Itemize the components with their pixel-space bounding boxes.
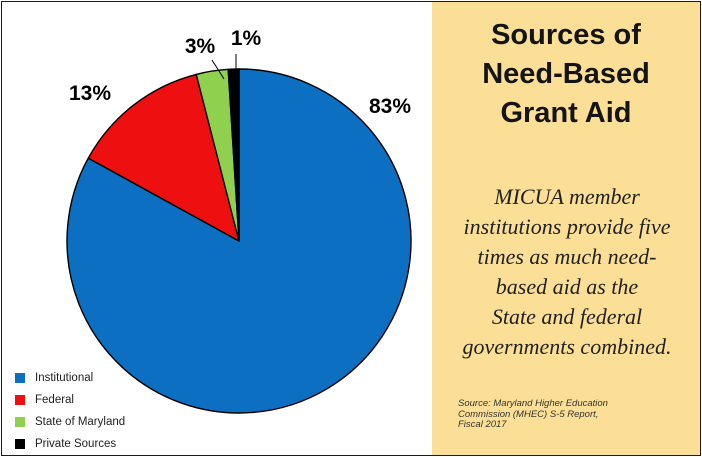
legend-label-state-of-maryland: State of Maryland	[35, 416, 126, 428]
pie-slice-private-sources	[227, 68, 240, 242]
panel-statement-line: times as much need-	[477, 244, 657, 269]
source-note: Source: Maryland Higher Education Commis…	[458, 398, 694, 431]
info-panel: Sources of Need-Based Grant Aid MICUA me…	[432, 2, 700, 455]
legend-label-federal: Federal	[35, 394, 74, 406]
legend-item-institutional: Institutional	[15, 367, 235, 389]
pie-slice-federal	[87, 73, 240, 242]
data-label-institutional: 83%	[369, 95, 411, 118]
legend-swatch-federal	[15, 395, 25, 405]
data-label-federal: 13%	[69, 82, 111, 105]
legend: Institutional Federal State of Maryland …	[15, 367, 235, 455]
source-note-line: Fiscal 2017	[458, 419, 507, 430]
legend-swatch-private-sources	[15, 439, 25, 449]
panel-statement-line: institutions provide five	[463, 214, 671, 239]
panel-statement-line: based aid as the	[495, 274, 639, 299]
panel-title: Sources of Need-Based Grant Aid	[432, 16, 700, 133]
source-note-line: Source: Maryland Higher Education	[458, 398, 608, 409]
panel-title-line: Grant Aid	[500, 97, 632, 129]
panel-title-line: Sources of	[491, 19, 641, 51]
legend-swatch-state-of-maryland	[15, 417, 25, 427]
pie-chart-area: 83% 13% 3% 1% Institutional Federal State o…	[2, 2, 432, 455]
legend-item-federal: Federal	[15, 389, 235, 411]
panel-statement-line: governments combined.	[462, 334, 672, 359]
legend-label-institutional: Institutional	[35, 372, 94, 384]
legend-swatch-institutional	[15, 373, 25, 383]
legend-item-private-sources: Private Sources	[15, 433, 235, 455]
leader-line-state-of-maryland	[211, 59, 225, 80]
panel-statement-line: MICUA member	[494, 184, 640, 209]
data-label-private-sources: 1%	[231, 27, 262, 50]
source-note-line: Commission (MHEC) S-5 Report,	[458, 408, 599, 420]
legend-item-state-of-maryland: State of Maryland	[15, 411, 235, 433]
panel-statement: MICUA member institutions provide five t…	[436, 182, 698, 362]
data-label-state-of-maryland: 3%	[185, 35, 216, 58]
pie-chart: 83% 13% 3% 1%	[66, 27, 412, 414]
legend-label-private-sources: Private Sources	[35, 438, 117, 450]
panel-title-line: Need-Based	[482, 58, 650, 90]
panel-statement-line: State and federal	[491, 304, 643, 329]
